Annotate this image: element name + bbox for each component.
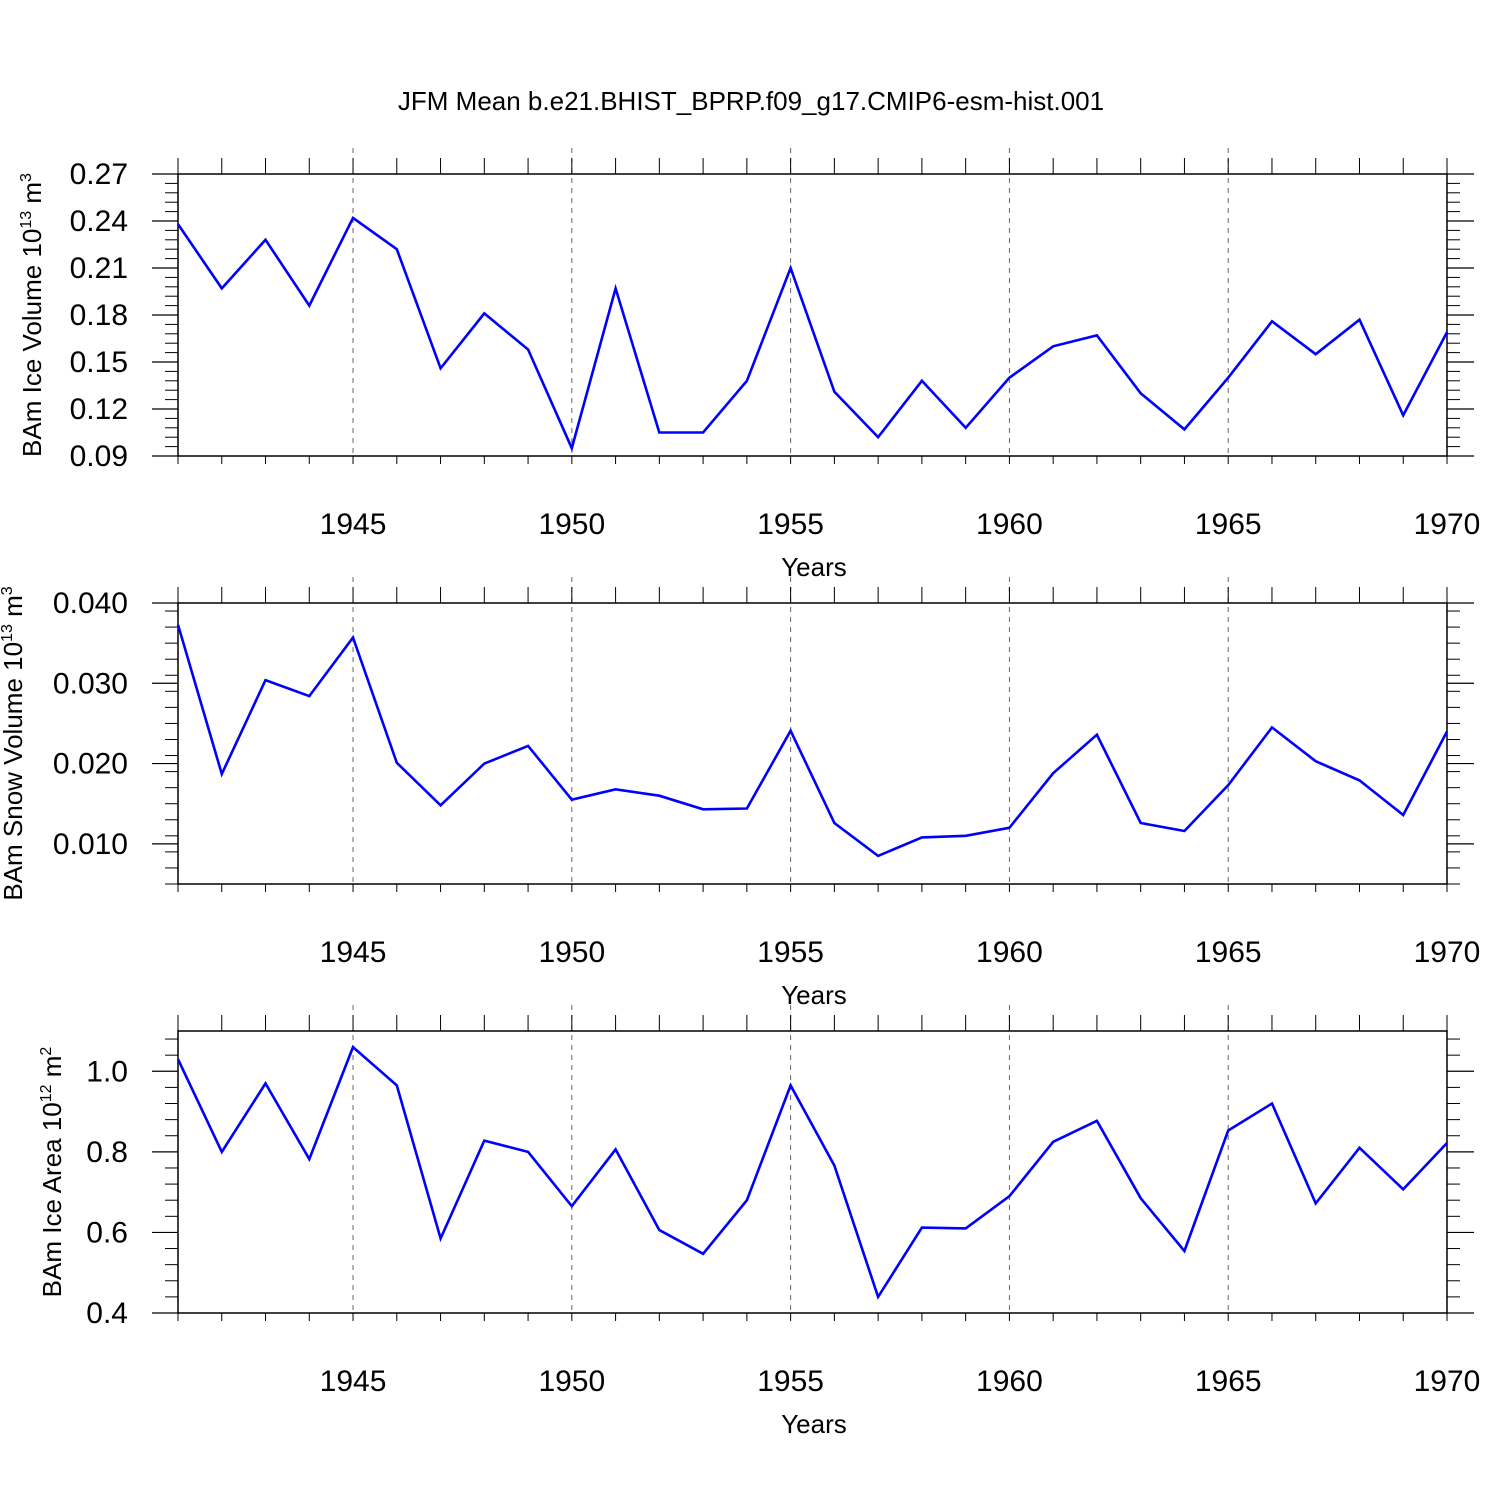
y-axis-title: BAm Snow Volume 1013 m3 [0,586,28,900]
xtick-label: 1950 [538,508,605,541]
ytick-label: 0.09 [70,440,128,473]
xtick-label: 1955 [757,508,824,541]
xtick-label: 1965 [1195,508,1262,541]
xtick-label: 1960 [976,936,1043,969]
plot-frame [177,602,1448,885]
xtick-label: 1960 [976,508,1043,541]
ytick-label: 0.6 [86,1216,128,1249]
panel-2: 0.010 0.020 0.030 0.040 1945 1950 1955 1960 1965… [0,577,1480,1010]
x-axis-title: Years [781,1409,847,1439]
ytick-label: 0.27 [70,158,128,191]
xtick-label: 1970 [1414,508,1481,541]
xtick-label: 1965 [1195,1365,1262,1398]
x-axis-title: Years [781,552,847,582]
ytick-label: 0.4 [86,1297,128,1330]
xtick-label: 1950 [538,936,605,969]
y-axis-title: BAm Ice Volume 1013 m3 [17,173,47,457]
ytick-label: 0.18 [70,299,128,332]
plot-frame [177,1030,1448,1314]
xtick-label: 1960 [976,1365,1043,1398]
xtick-label: 1955 [757,1365,824,1398]
figure-title: JFM Mean b.e21.BHIST_BPRP.f09_g17.CMIP6-… [398,86,1104,116]
series-line [176,1044,1448,1300]
ytick-label: 0.8 [86,1136,128,1169]
series-line [176,215,1449,453]
ytick-label: 0.010 [53,828,128,861]
xtick-label: 1955 [757,936,824,969]
ytick-label: 0.12 [70,393,128,426]
xtick-label: 1950 [538,1365,605,1398]
xtick-label: 1970 [1414,936,1481,969]
xtick-label: 1945 [320,1365,387,1398]
panel-3: 0.4 0.6 0.8 1.0 1945 1950 1955 1960 1965 1970 Year… [37,1005,1480,1439]
ytick-label: 0.020 [53,748,128,781]
ytick-label: 0.040 [53,587,128,620]
panel-1: 0.09 0.12 0.15 0.18 0.21 0.24 0.27 1945 1950 1955… [17,148,1480,582]
xtick-label: 1945 [320,508,387,541]
ytick-label: 0.030 [53,667,128,700]
x-axis-title: Years [781,980,847,1010]
series-line [176,624,1449,858]
ytick-label: 1.0 [86,1055,128,1088]
plot-frame [177,173,1448,457]
ytick-label: 0.24 [70,205,128,238]
xtick-label: 1945 [320,936,387,969]
xtick-label: 1970 [1414,1365,1481,1398]
panels: 0.09 0.12 0.15 0.18 0.21 0.24 0.27 1945 1950 1955… [0,148,1480,1439]
ytick-label: 0.15 [70,346,128,379]
ytick-label: 0.21 [70,252,128,285]
xtick-label: 1965 [1195,936,1262,969]
y-axis-title: BAm Ice Area 1012 m2 [37,1047,67,1298]
